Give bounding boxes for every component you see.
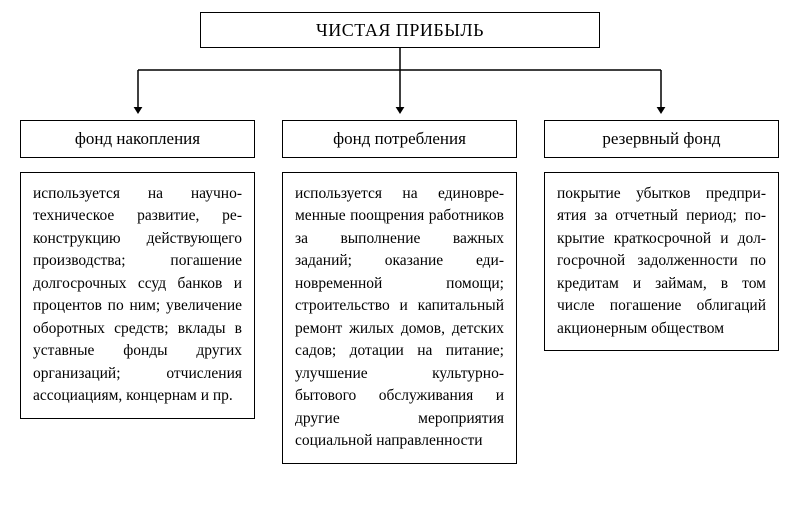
fund-title-1-label: фонд накопления (75, 129, 200, 149)
column-1: фонд накопления используется на научно-т… (20, 120, 255, 419)
root-label: ЧИСТАЯ ПРИБЫЛЬ (316, 20, 484, 41)
fund-title-3-label: резервный фонд (602, 129, 720, 149)
fund-title-2: фонд потребления (282, 120, 517, 158)
fund-title-2-label: фонд потребления (333, 129, 466, 149)
fund-desc-3: покрытие убытков предпри­ятия за отчетны… (544, 172, 779, 351)
root-node: ЧИСТАЯ ПРИБЫЛЬ (200, 12, 600, 48)
column-2: фонд потребления используется на единовр… (282, 120, 517, 464)
fund-desc-1: используется на научно-техническое разви… (20, 172, 255, 419)
fund-title-3: резервный фонд (544, 120, 779, 158)
column-3: резервный фонд покрытие убытков предпри­… (544, 120, 779, 351)
fund-title-1: фонд накопления (20, 120, 255, 158)
fund-desc-2: используется на единовре­менные поощрени… (282, 172, 517, 464)
